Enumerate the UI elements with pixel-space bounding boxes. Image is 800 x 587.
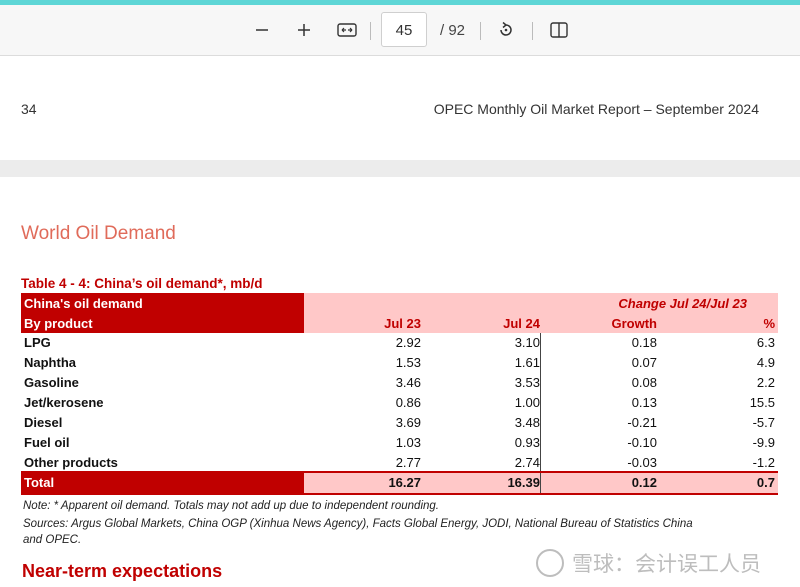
row-value-cell: 4.9 (756, 355, 775, 370)
rotate-button[interactable] (490, 14, 522, 46)
header-percent: % (763, 316, 775, 331)
page-number: 34 (21, 101, 37, 117)
toolbar-divider (532, 22, 533, 40)
row-value-cell: -0.21 (627, 415, 657, 430)
minus-icon (256, 29, 268, 31)
fit-width-button[interactable] (331, 14, 363, 46)
row-value-cell: -0.03 (627, 455, 657, 470)
row-value-cell: -0.10 (627, 435, 657, 450)
row-product-label: Naphtha (24, 355, 76, 370)
total-row-right (304, 473, 778, 493)
page-total-label: / 92 (440, 22, 466, 39)
row-value-cell: 3.53 (514, 375, 540, 390)
row-value-cell: 3.48 (514, 415, 540, 430)
row-value-cell: 0.86 (395, 395, 421, 410)
row-value-cell: -9.9 (752, 435, 775, 450)
row-value-cell: 3.46 (395, 375, 421, 390)
row-value-cell: 2.77 (395, 455, 421, 470)
row-value-cell: 2.74 (514, 455, 540, 470)
header-growth: Growth (611, 316, 658, 331)
zoom-out-button[interactable] (246, 14, 278, 46)
total-percent: 0.7 (756, 475, 775, 490)
row-value-cell: 3.69 (395, 415, 421, 430)
row-value-cell: 0.13 (631, 395, 657, 410)
row-value-cell: 1.61 (514, 355, 540, 370)
page-gap (0, 160, 800, 177)
row-product-label: Other products (24, 455, 118, 470)
row-product-label: LPG (24, 335, 51, 350)
zoom-in-button[interactable] (288, 14, 320, 46)
table-note: Note: * Apparent oil demand. Totals may … (23, 500, 439, 512)
row-value-cell: -5.7 (752, 415, 775, 430)
previous-page-bottom (0, 56, 800, 160)
plus-icon (298, 24, 310, 36)
watermark-text: 雪球：会计误工人员 (572, 553, 761, 576)
header-by-product: By product (24, 316, 93, 331)
window-top-strip (0, 0, 800, 5)
total-row-left (21, 473, 304, 493)
header-change-label: Change Jul 24/Jul 23 (618, 296, 747, 311)
row-value-cell: 0.93 (514, 435, 540, 450)
row-value-cell: 1.53 (395, 355, 421, 370)
row-value-cell: 3.10 (514, 335, 540, 350)
report-title: OPEC Monthly Oil Market Report – Septemb… (433, 101, 759, 117)
column-divider (540, 473, 541, 493)
watermark: 雪球：会计误工人员 (536, 548, 761, 578)
row-value-cell: 1.03 (395, 435, 421, 450)
row-value-cell: 0.07 (631, 355, 657, 370)
snowball-logo-icon (536, 549, 564, 577)
row-product-label: Gasoline (24, 375, 79, 390)
total-label: Total (24, 475, 55, 490)
header-jul24: Jul 24 (503, 316, 540, 331)
row-value-cell: 6.3 (756, 335, 775, 350)
total-growth: 0.12 (631, 475, 657, 490)
total-jul24: 16.39 (507, 475, 540, 490)
row-value-cell: 2.2 (756, 375, 775, 390)
table-sources-line1: Sources: Argus Global Markets, China OGP… (23, 518, 693, 530)
next-section-title: Near-term expectations (22, 561, 223, 581)
toolbar-divider (370, 22, 371, 40)
page-number-input[interactable]: 45 (381, 12, 427, 47)
fit-width-icon (337, 23, 357, 37)
row-value-cell: 2.92 (395, 335, 421, 350)
header-china-oil-demand: China's oil demand (24, 296, 143, 311)
row-product-label: Jet/kerosene (24, 395, 104, 410)
page-view-button[interactable] (543, 14, 575, 46)
table-sources-line2: and OPEC. (23, 534, 82, 546)
row-value-cell: 0.18 (631, 335, 657, 350)
row-value-cell: 15.5 (749, 395, 775, 410)
toolbar-divider (480, 22, 481, 40)
row-product-label: Fuel oil (24, 435, 70, 450)
table-header-left (21, 293, 304, 333)
row-value-cell: -1.2 (752, 455, 775, 470)
row-value-cell: 1.00 (514, 395, 540, 410)
total-jul23: 16.27 (388, 475, 421, 490)
column-divider (540, 333, 541, 473)
total-top-border (21, 471, 778, 473)
pdf-toolbar: 45 / 92 (0, 5, 800, 56)
section-title: World Oil Demand (21, 223, 176, 244)
rotate-icon (500, 21, 512, 36)
table-header-right (304, 293, 778, 333)
table-title: Table 4 - 4: China’s oil demand*, mb/d (21, 276, 263, 291)
two-page-view-icon (550, 22, 568, 38)
total-bottom-border (21, 493, 778, 495)
row-value-cell: 0.08 (631, 375, 657, 390)
header-jul23: Jul 23 (384, 316, 421, 331)
row-product-label: Diesel (24, 415, 63, 430)
